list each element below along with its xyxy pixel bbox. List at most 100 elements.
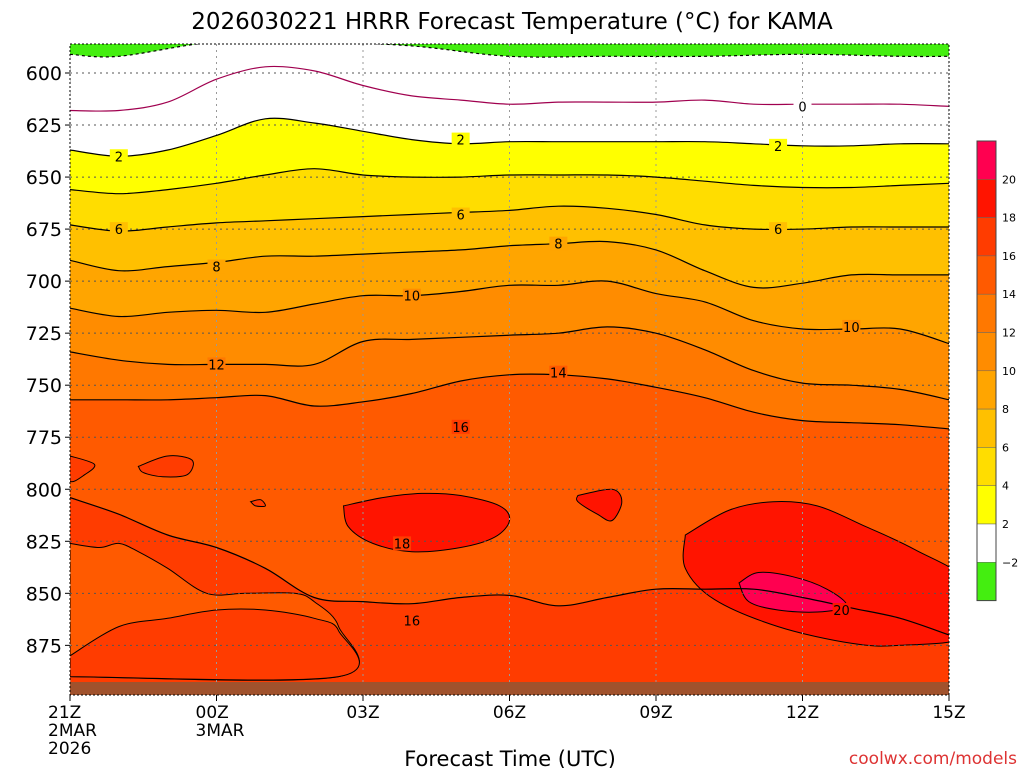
contour-label-bg: [842, 319, 861, 334]
x-tick-label-6-0: 03Z: [346, 703, 379, 723]
contour-label-2: 2: [774, 140, 782, 155]
colorbar-band-4-6: [976, 447, 997, 486]
y-tick-label-775: 775: [26, 427, 62, 449]
contour-label-bg: [402, 288, 421, 303]
pocket-18-right: [682, 500, 949, 647]
colorbar-band-12-14: [976, 293, 997, 333]
contour-label-bg: [451, 419, 470, 434]
x-tick-label-0-2: 2026: [48, 739, 91, 759]
colorbar-label-10: 10: [1002, 365, 1016, 378]
contour-line-2: [70, 117, 949, 157]
contour-fill-layer: [70, 44, 949, 695]
contour-label-16: 16: [404, 614, 421, 629]
y-tick-label-800: 800: [26, 479, 62, 501]
contour-label-6: 6: [457, 209, 465, 224]
y-tick-label-600: 600: [26, 63, 62, 85]
colorbar-label-4: 4: [1002, 480, 1009, 493]
colorbar-label-12: 12: [1002, 327, 1016, 340]
y-tick-label-850: 850: [26, 583, 62, 605]
colorbar-label-18: 18: [1002, 212, 1016, 225]
contour-label-bg: [393, 536, 412, 551]
y-tick-label-675: 675: [26, 219, 62, 241]
y-tick-label-625: 625: [26, 115, 62, 137]
contour-line--2: [70, 44, 949, 58]
y-tick-label-650: 650: [26, 167, 62, 189]
contour-label-16: 16: [452, 421, 469, 436]
colorbar-band-16-18: [976, 217, 997, 257]
contour-label-8: 8: [212, 261, 220, 276]
contour-label-12: 12: [208, 358, 225, 373]
pocket-18-small-a: [575, 488, 623, 522]
contour-line-6: [70, 205, 949, 232]
contour-label-10: 10: [404, 290, 421, 305]
region-16-18-bottom-left: [70, 608, 360, 681]
contour-label-bg: [451, 132, 470, 147]
contour-label-bg: [207, 259, 226, 274]
contour-label-bg: [769, 222, 788, 237]
x-tick-label-0-0: 21Z: [48, 703, 81, 723]
colorbar-band-2-4: [976, 485, 997, 525]
x-tick-label-15-0: 12Z: [786, 703, 819, 723]
contour-line-16: [70, 497, 949, 636]
contour-label-bg: [549, 236, 568, 251]
pocket-18-center: [342, 492, 511, 553]
colorbar-label-14: 14: [1002, 288, 1016, 301]
colorbar-band-10-12: [976, 332, 997, 372]
colorbar-band-8-10: [976, 370, 997, 410]
x-tick-label-18-0: 15Z: [932, 703, 965, 723]
x-tick-label-9-0: 06Z: [493, 703, 526, 723]
contour-labels: 0 2 2 2 6 6 6 8 8 10 10 12 14 16 16 18 20: [109, 99, 861, 629]
contour-label-14: 14: [550, 367, 567, 382]
x-axis-title: Forecast Time (UTC): [404, 747, 616, 768]
y-axis: 600 625 650 675 700 725 750 775 800 825 850 875: [26, 63, 70, 657]
y-tick-label-725: 725: [26, 323, 62, 345]
contour-label-bg: [769, 138, 788, 153]
x-tick-label-3-1: 3MAR: [196, 721, 245, 741]
contour-label-6: 6: [774, 223, 782, 238]
colorbar-label--2: −2: [1002, 556, 1018, 569]
contour-label-bg: [549, 365, 568, 380]
contour-label-bg: [402, 613, 421, 628]
contour-label-bg: [207, 357, 226, 372]
colorbar-label-6: 6: [1002, 441, 1009, 454]
contour-label-bg: [832, 602, 851, 617]
x-tick-label-3-0: 00Z: [196, 703, 229, 723]
contour-line-4: [70, 168, 949, 195]
contour-label-0: 0: [798, 100, 806, 115]
contour-label-10: 10: [843, 321, 860, 336]
contour-label-20: 20: [833, 604, 850, 619]
contour-label-18: 18: [394, 537, 411, 552]
pocket-17-b: [249, 499, 266, 508]
colorbar-frame: [976, 140, 997, 602]
contour-label-8: 8: [554, 238, 562, 253]
colorbar-label-8: 8: [1002, 403, 1009, 416]
fill-above-0-contour: [70, 44, 949, 112]
contour-line-10: [70, 280, 949, 345]
y-tick-label-750: 750: [26, 375, 62, 397]
y-tick-label-825: 825: [26, 531, 62, 553]
x-tick-label-12-0: 09Z: [639, 703, 672, 723]
x-tick-label-0-1: 2MAR: [48, 721, 97, 741]
y-tick-label-700: 700: [26, 271, 62, 293]
colorbar-band--2-2: [976, 523, 997, 563]
contour-label-bg: [109, 149, 128, 164]
ground-surface-band: [70, 682, 949, 695]
colorbar-label-16: 16: [1002, 250, 1016, 263]
contour-label-bg: [793, 99, 812, 114]
pocket-17-left: [70, 455, 96, 483]
colorbar-label-20: 20: [1002, 173, 1016, 186]
contour-label-6: 6: [115, 223, 123, 238]
contour-label-bg: [451, 207, 470, 222]
contour-label-2: 2: [457, 134, 465, 149]
contour-label-bg: [109, 222, 128, 237]
source-watermark: coolwx.com/models: [849, 749, 1017, 768]
colorbar-label-2: 2: [1002, 518, 1009, 531]
colorbar-band-14-16: [976, 255, 997, 295]
colorbar-band-18-20: [976, 179, 997, 218]
colorbar-band--4--2: [976, 562, 997, 601]
colorbar-legend: 20 18 16 14 12 10 8 6 4 2 −2: [976, 140, 1018, 602]
colorbar-band-20-22: [976, 140, 997, 180]
colorbar-band-6-8: [976, 408, 997, 448]
contour-line-14: [70, 373, 949, 430]
